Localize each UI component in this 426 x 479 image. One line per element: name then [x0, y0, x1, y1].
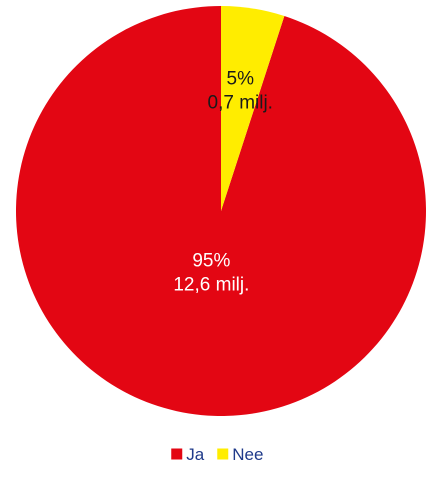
slice-label-ja-value: 12,6 milj.	[173, 275, 249, 296]
pie-slices	[15, 6, 426, 416]
slice-label-ja-percent: 95%	[192, 251, 230, 272]
slice-labels: 95% 12,6 milj. 5% 0,7 milj.	[173, 69, 273, 296]
legend-swatch-ja	[171, 448, 183, 460]
legend-label-nee: Nee	[232, 445, 263, 464]
legend-label-ja: Ja	[186, 445, 205, 464]
pie-slice-nee	[221, 6, 285, 211]
slice-label-nee-percent: 5%	[227, 69, 255, 90]
pie-slice-ja	[15, 6, 426, 416]
slice-label-nee-value: 0,7 milj.	[208, 93, 273, 114]
legend: Ja Nee	[171, 445, 263, 464]
legend-swatch-nee	[217, 448, 229, 460]
